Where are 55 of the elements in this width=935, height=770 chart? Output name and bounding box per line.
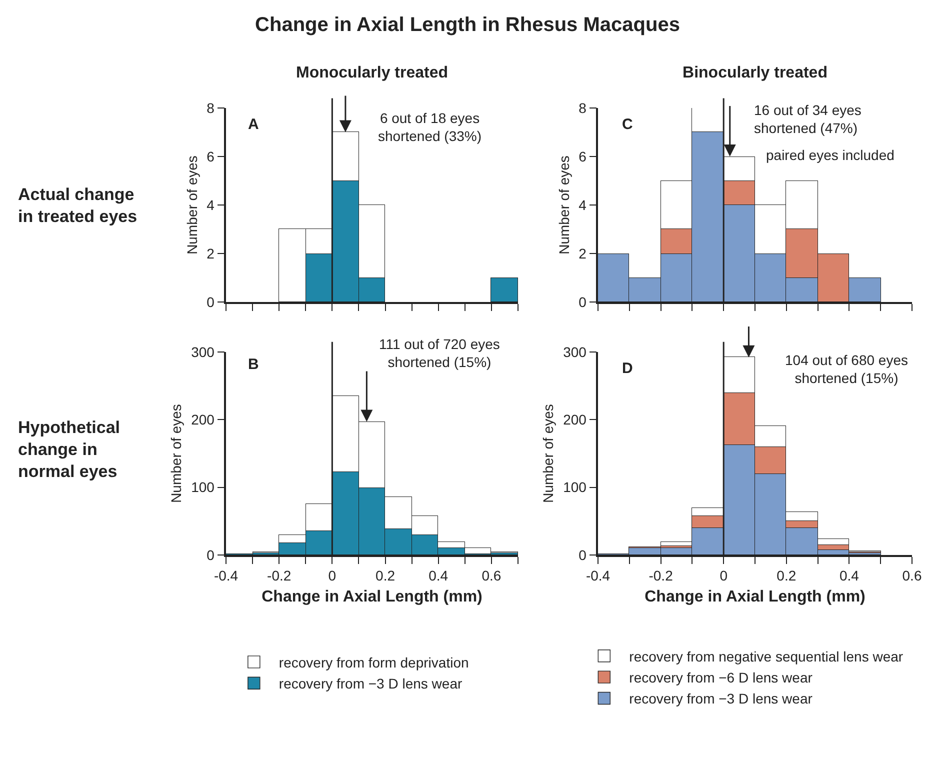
- y-tick-label: 300: [191, 344, 215, 360]
- annotation: 111 out of 720 eyes shortened (15%): [379, 336, 500, 370]
- x-tick-label: -0.4: [586, 568, 610, 584]
- y-tick-label: 100: [563, 479, 587, 496]
- y-tick-label: 8: [206, 100, 215, 116]
- y-tick-label: 2: [578, 245, 587, 262]
- x-tick-label: 0: [328, 568, 336, 584]
- y-tick-label: 0: [206, 546, 215, 563]
- y-tick-label: 2: [206, 245, 215, 262]
- x-tick-label: -0.4: [214, 568, 238, 584]
- y-tick-label: 0: [578, 546, 587, 563]
- annotation: 16 out of 34 eyes shortened (47%): [754, 102, 862, 136]
- y-tick-label: 200: [191, 412, 215, 428]
- x-tick-label: 0.2: [776, 568, 796, 584]
- annotation: A: [248, 116, 259, 133]
- annotation: C: [622, 116, 633, 133]
- y-tick-label: 200: [563, 412, 587, 428]
- x-tick-label: 0.2: [376, 568, 396, 584]
- annotation: 104 out of 680 eyes shortened (15%): [785, 352, 908, 386]
- annotation: paired eyes included: [766, 147, 894, 163]
- y-tick-label: 8: [578, 100, 587, 116]
- chart-subtitle: Monocularly treated: [296, 64, 448, 82]
- x-axis-title: Change in Axial Length (mm): [644, 588, 866, 606]
- chart-title: Change in Axial Length in Rhesus Macaques: [254, 14, 681, 37]
- annotation: 6 out of 18 eyes shortened (33%): [378, 110, 482, 144]
- y-tick-label: 4: [578, 196, 587, 213]
- x-axis-title: Change in Axial Length (mm): [262, 588, 482, 606]
- x-tick-label: 0.4: [428, 568, 448, 584]
- annotation: B: [248, 356, 259, 373]
- x-tick-label: -0.2: [267, 568, 292, 584]
- legend-label: recovery from −3 D lens wear: [629, 690, 813, 707]
- text: Hypothetical change in normal eyes: [18, 418, 120, 482]
- x-tick-label: 0.4: [839, 568, 860, 584]
- x-tick-label: -0.2: [648, 568, 674, 584]
- y-axis-title: Number of eyes: [168, 404, 184, 503]
- text: Actual change in treated eyes: [18, 185, 138, 226]
- y-tick-label: 6: [206, 148, 215, 164]
- y-tick-label: 100: [191, 479, 215, 496]
- legend-label: recovery from −6 D lens wear: [629, 670, 813, 686]
- y-tick-label: 4: [206, 196, 215, 213]
- legend-label: recovery from form deprivation: [278, 654, 469, 670]
- y-tick-label: 0: [578, 294, 587, 310]
- y-tick-label: 6: [578, 148, 587, 164]
- y-axis-title: Number of eyes: [556, 156, 572, 254]
- legend-label: recovery from negative sequential lens wear: [629, 648, 904, 664]
- chart-subtitle: Binocularly treated: [682, 64, 828, 82]
- y-tick-label: 300: [563, 344, 587, 360]
- legend-label: recovery from −3 D lens wear: [278, 676, 462, 692]
- annotation: D: [622, 360, 633, 377]
- x-tick-label: 0.6: [482, 568, 502, 584]
- y-tick-label: 0: [206, 294, 215, 310]
- y-axis-title: Number of eyes: [540, 404, 556, 503]
- x-tick-label: 0: [720, 568, 728, 584]
- y-axis-title: Number of eyes: [184, 156, 200, 254]
- x-tick-label: 0.6: [902, 568, 922, 584]
